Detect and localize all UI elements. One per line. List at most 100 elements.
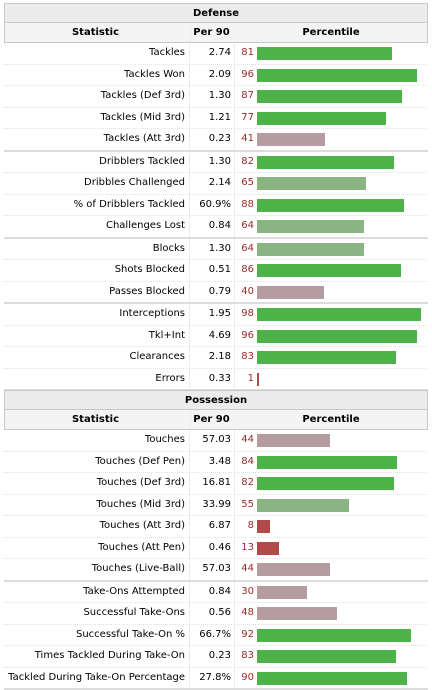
per90-value: 0.46: [189, 538, 234, 559]
percentile-bar: [257, 563, 330, 576]
stat-label: Tackled During Take-On Percentage: [4, 668, 189, 689]
percentile-bar: [257, 434, 330, 447]
percentile-value: 96: [234, 326, 257, 347]
percentile-bar-cell: [257, 43, 428, 64]
percentile-value: 90: [234, 668, 257, 689]
percentile-value: 13: [234, 538, 257, 559]
percentile-value: 82: [234, 473, 257, 494]
stat-label: Tackles: [4, 43, 189, 64]
per90-value: 0.56: [189, 603, 234, 624]
per90-value: 6.87: [189, 516, 234, 537]
stat-label: Errors: [4, 369, 189, 390]
percentile-bar-cell: [257, 430, 428, 451]
percentile-bar: [257, 90, 402, 103]
percentile-bar: [257, 477, 394, 490]
percentile-value: 8: [234, 516, 257, 537]
percentile-value: 64: [234, 239, 257, 260]
stat-label: Touches (Att Pen): [4, 538, 189, 559]
percentile-value: 83: [234, 347, 257, 368]
per90-value: 66.7%: [189, 625, 234, 646]
percentile-bar: [257, 199, 404, 212]
stat-label: Dribblers Tackled: [4, 152, 189, 173]
percentile-bar-cell: [257, 129, 428, 150]
per90-value: 0.33: [189, 369, 234, 390]
stat-label: Touches (Def Pen): [4, 452, 189, 473]
per90-value: 0.84: [189, 216, 234, 237]
percentile-bar-cell: [257, 173, 428, 194]
per90-value: 2.74: [189, 43, 234, 64]
stat-label: Touches (Att 3rd): [4, 516, 189, 537]
percentile-value: 48: [234, 603, 257, 624]
percentile-value: 40: [234, 282, 257, 303]
percentile-value: 77: [234, 108, 257, 129]
percentile-bar: [257, 586, 307, 599]
percentile-bar: [257, 542, 279, 555]
stat-label: Successful Take-Ons: [4, 603, 189, 624]
percentile-bar-cell: [257, 559, 428, 580]
per90-value: 57.03: [189, 559, 234, 580]
percentile-value: 96: [234, 65, 257, 86]
per90-value: 2.09: [189, 65, 234, 86]
stat-label: Touches (Mid 3rd): [4, 495, 189, 516]
stat-label: % of Dribblers Tackled: [4, 195, 189, 216]
stat-label: Tkl+Int: [4, 326, 189, 347]
percentile-value: 65: [234, 173, 257, 194]
percentile-bar-cell: [257, 495, 428, 516]
percentile-bar: [257, 286, 324, 299]
column-header-percentile: Percentile: [235, 410, 427, 429]
column-header-statistic: Statistic: [5, 23, 190, 42]
stat-label: Blocks: [4, 239, 189, 260]
per90-value: 1.30: [189, 86, 234, 107]
percentile-value: 64: [234, 216, 257, 237]
per90-value: 0.51: [189, 260, 234, 281]
stat-label: Tackles (Def 3rd): [4, 86, 189, 107]
percentile-bar-cell: [257, 582, 428, 603]
percentile-bar: [257, 112, 386, 125]
column-header-per90: Per 90: [190, 23, 235, 42]
percentile-value: 98: [234, 304, 257, 325]
percentile-bar-cell: [257, 195, 428, 216]
percentile-value: 86: [234, 260, 257, 281]
percentile-bar: [257, 177, 366, 190]
percentile-value: 87: [234, 86, 257, 107]
percentile-bar-cell: [257, 260, 428, 281]
percentile-bar: [257, 373, 259, 386]
stat-label: Successful Take-On %: [4, 625, 189, 646]
per90-value: 1.30: [189, 239, 234, 260]
column-header-statistic: Statistic: [5, 410, 190, 429]
percentile-bar-cell: [257, 625, 428, 646]
percentile-bar-cell: [257, 473, 428, 494]
percentile-bar-cell: [257, 668, 428, 689]
percentile-bar: [257, 607, 337, 620]
percentile-value: 1: [234, 369, 257, 390]
percentile-bar: [257, 243, 364, 256]
percentile-bar-cell: [257, 239, 428, 260]
percentile-bar-cell: [257, 282, 428, 303]
percentile-bar-cell: [257, 347, 428, 368]
percentile-bar: [257, 629, 411, 642]
percentile-value: 83: [234, 646, 257, 667]
percentile-bar-cell: [257, 326, 428, 347]
